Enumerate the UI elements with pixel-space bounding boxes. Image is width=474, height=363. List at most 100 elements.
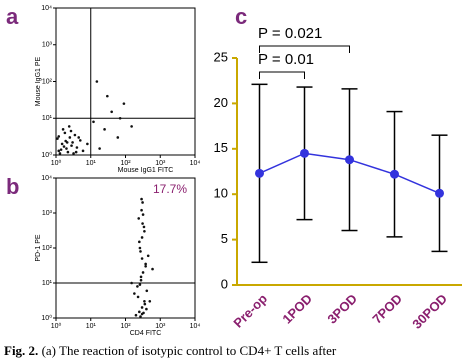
point (75, 146, 79, 149)
y-tick-label: 10⁴ (41, 5, 52, 12)
point (142, 225, 146, 229)
x-tick-label: 10³ (155, 160, 166, 167)
point (300, 148, 309, 158)
caption-text: (a) The reaction of isotypic control to … (42, 343, 337, 358)
point (134, 313, 138, 317)
point (95, 80, 99, 83)
x-tick-label: 10⁰ (51, 159, 62, 167)
point (136, 295, 140, 299)
point (141, 213, 145, 216)
point (139, 275, 143, 279)
y-tick-label: 10² (42, 78, 53, 85)
y-tick-label: 25 (214, 49, 228, 64)
x-tick-label: 10³ (155, 323, 166, 330)
point (130, 125, 133, 128)
annotation: P = 0.01 (258, 51, 314, 68)
point (103, 128, 106, 131)
y-tick-label: 10 (214, 186, 228, 201)
panel-label: c (235, 4, 247, 29)
x-axis-label: CD4 FITC (130, 330, 162, 337)
point (140, 208, 143, 212)
bracket (259, 45, 350, 53)
x-tick-label: 10² (120, 160, 131, 167)
point (143, 302, 147, 306)
bracket (259, 71, 305, 79)
point (138, 310, 141, 314)
y-tick-label: 20 (214, 95, 228, 110)
y-tick-label: 10² (42, 245, 53, 252)
point (86, 142, 89, 146)
point (143, 300, 146, 303)
point (57, 135, 61, 138)
x-tick-label: 1POD (279, 291, 315, 327)
y-axis-label: Mouse IgG1 PE (35, 56, 42, 106)
y-tick-label: 15 (214, 140, 228, 155)
point (144, 265, 147, 268)
point (98, 147, 101, 150)
point (139, 250, 142, 253)
point (139, 315, 142, 318)
point (140, 306, 144, 309)
x-tick-label: 10⁴ (190, 160, 201, 167)
x-tick-label: 30POD (409, 291, 450, 332)
x-tick-label: 3POD (324, 291, 360, 327)
x-tick-label: 10² (120, 323, 131, 330)
caption: Fig. 2. (a) The reaction of isotypic con… (4, 343, 337, 358)
point (118, 116, 122, 120)
point (71, 141, 74, 144)
point (68, 136, 72, 139)
point (141, 271, 145, 274)
point (145, 289, 149, 293)
point (67, 125, 71, 128)
y-tick-label: 10³ (42, 42, 53, 49)
point (140, 312, 144, 316)
point (69, 129, 73, 133)
point (138, 246, 142, 250)
point (144, 262, 147, 266)
point (143, 230, 146, 233)
point (145, 307, 148, 311)
point (345, 155, 354, 165)
x-tick-label: 10¹ (86, 160, 97, 167)
point (81, 149, 85, 153)
x-tick-label: 7POD (369, 291, 405, 327)
point (138, 240, 141, 244)
x-tick-label: 10⁰ (51, 322, 62, 330)
point (60, 142, 64, 146)
point (110, 110, 113, 114)
point (58, 152, 62, 155)
point (139, 278, 143, 282)
point (141, 201, 144, 204)
y-tick-label: 0 (221, 276, 228, 291)
panel-label: b (6, 174, 19, 199)
annotation: P = 0.021 (258, 25, 322, 42)
point (74, 150, 78, 154)
point (62, 145, 66, 148)
point (66, 150, 70, 154)
point (133, 292, 136, 295)
point (137, 217, 141, 220)
x-axis-label: Mouse IgG1 FITC (118, 167, 174, 174)
point (151, 267, 154, 271)
point (72, 152, 75, 155)
point (122, 102, 126, 105)
caption-label: Fig. 2. (4, 343, 38, 358)
point (140, 197, 143, 201)
plot-frame (55, 7, 196, 156)
point (116, 136, 120, 139)
point (138, 283, 142, 286)
y-tick-label: 5 (221, 231, 228, 246)
point (148, 300, 152, 303)
y-tick-label: 10¹ (42, 280, 53, 287)
point (390, 169, 399, 179)
y-tick-label: 10¹ (42, 115, 53, 122)
point (78, 139, 82, 142)
point (59, 148, 63, 151)
panel-label: a (6, 4, 19, 29)
point (63, 131, 67, 135)
x-tick-label: 10¹ (86, 323, 97, 330)
x-tick-label: 10⁴ (190, 323, 201, 330)
point (140, 257, 144, 260)
y-axis-label: PD-1 PE (35, 234, 42, 262)
